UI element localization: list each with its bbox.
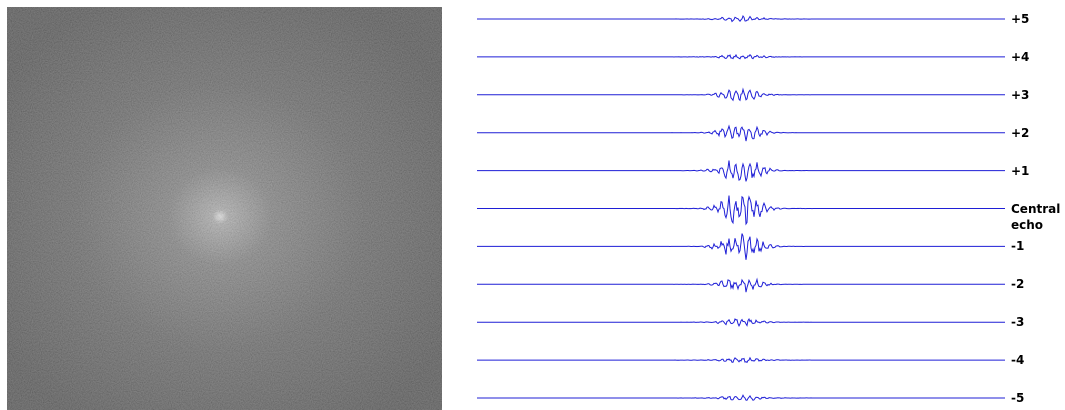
echo-label: +2 <box>1011 125 1061 141</box>
echo-trace <box>477 234 1005 260</box>
echo-label: -4 <box>1011 352 1061 368</box>
echo-traces <box>0 0 1065 410</box>
echo-label: -5 <box>1011 390 1061 406</box>
echo-trace <box>477 126 1005 141</box>
echo-label: +3 <box>1011 87 1061 103</box>
echo-label: Central echo <box>1011 201 1061 233</box>
echo-label: -1 <box>1011 238 1061 254</box>
echo-trace <box>477 395 1005 400</box>
echo-trace <box>477 319 1005 326</box>
echo-trace <box>477 196 1005 224</box>
echo-trace <box>477 16 1005 22</box>
echo-label: +4 <box>1011 49 1061 65</box>
echo-label: -2 <box>1011 276 1061 292</box>
figure: (() => { const data = JSON.parse(documen… <box>0 0 1065 410</box>
echo-trace <box>477 280 1005 293</box>
echo-label: +5 <box>1011 11 1061 27</box>
echo-label: -3 <box>1011 314 1061 330</box>
echo-trace <box>477 161 1005 182</box>
echo-label: +1 <box>1011 163 1061 179</box>
echo-trace <box>477 358 1005 363</box>
echo-trace <box>477 89 1005 100</box>
echo-trace <box>477 55 1005 59</box>
